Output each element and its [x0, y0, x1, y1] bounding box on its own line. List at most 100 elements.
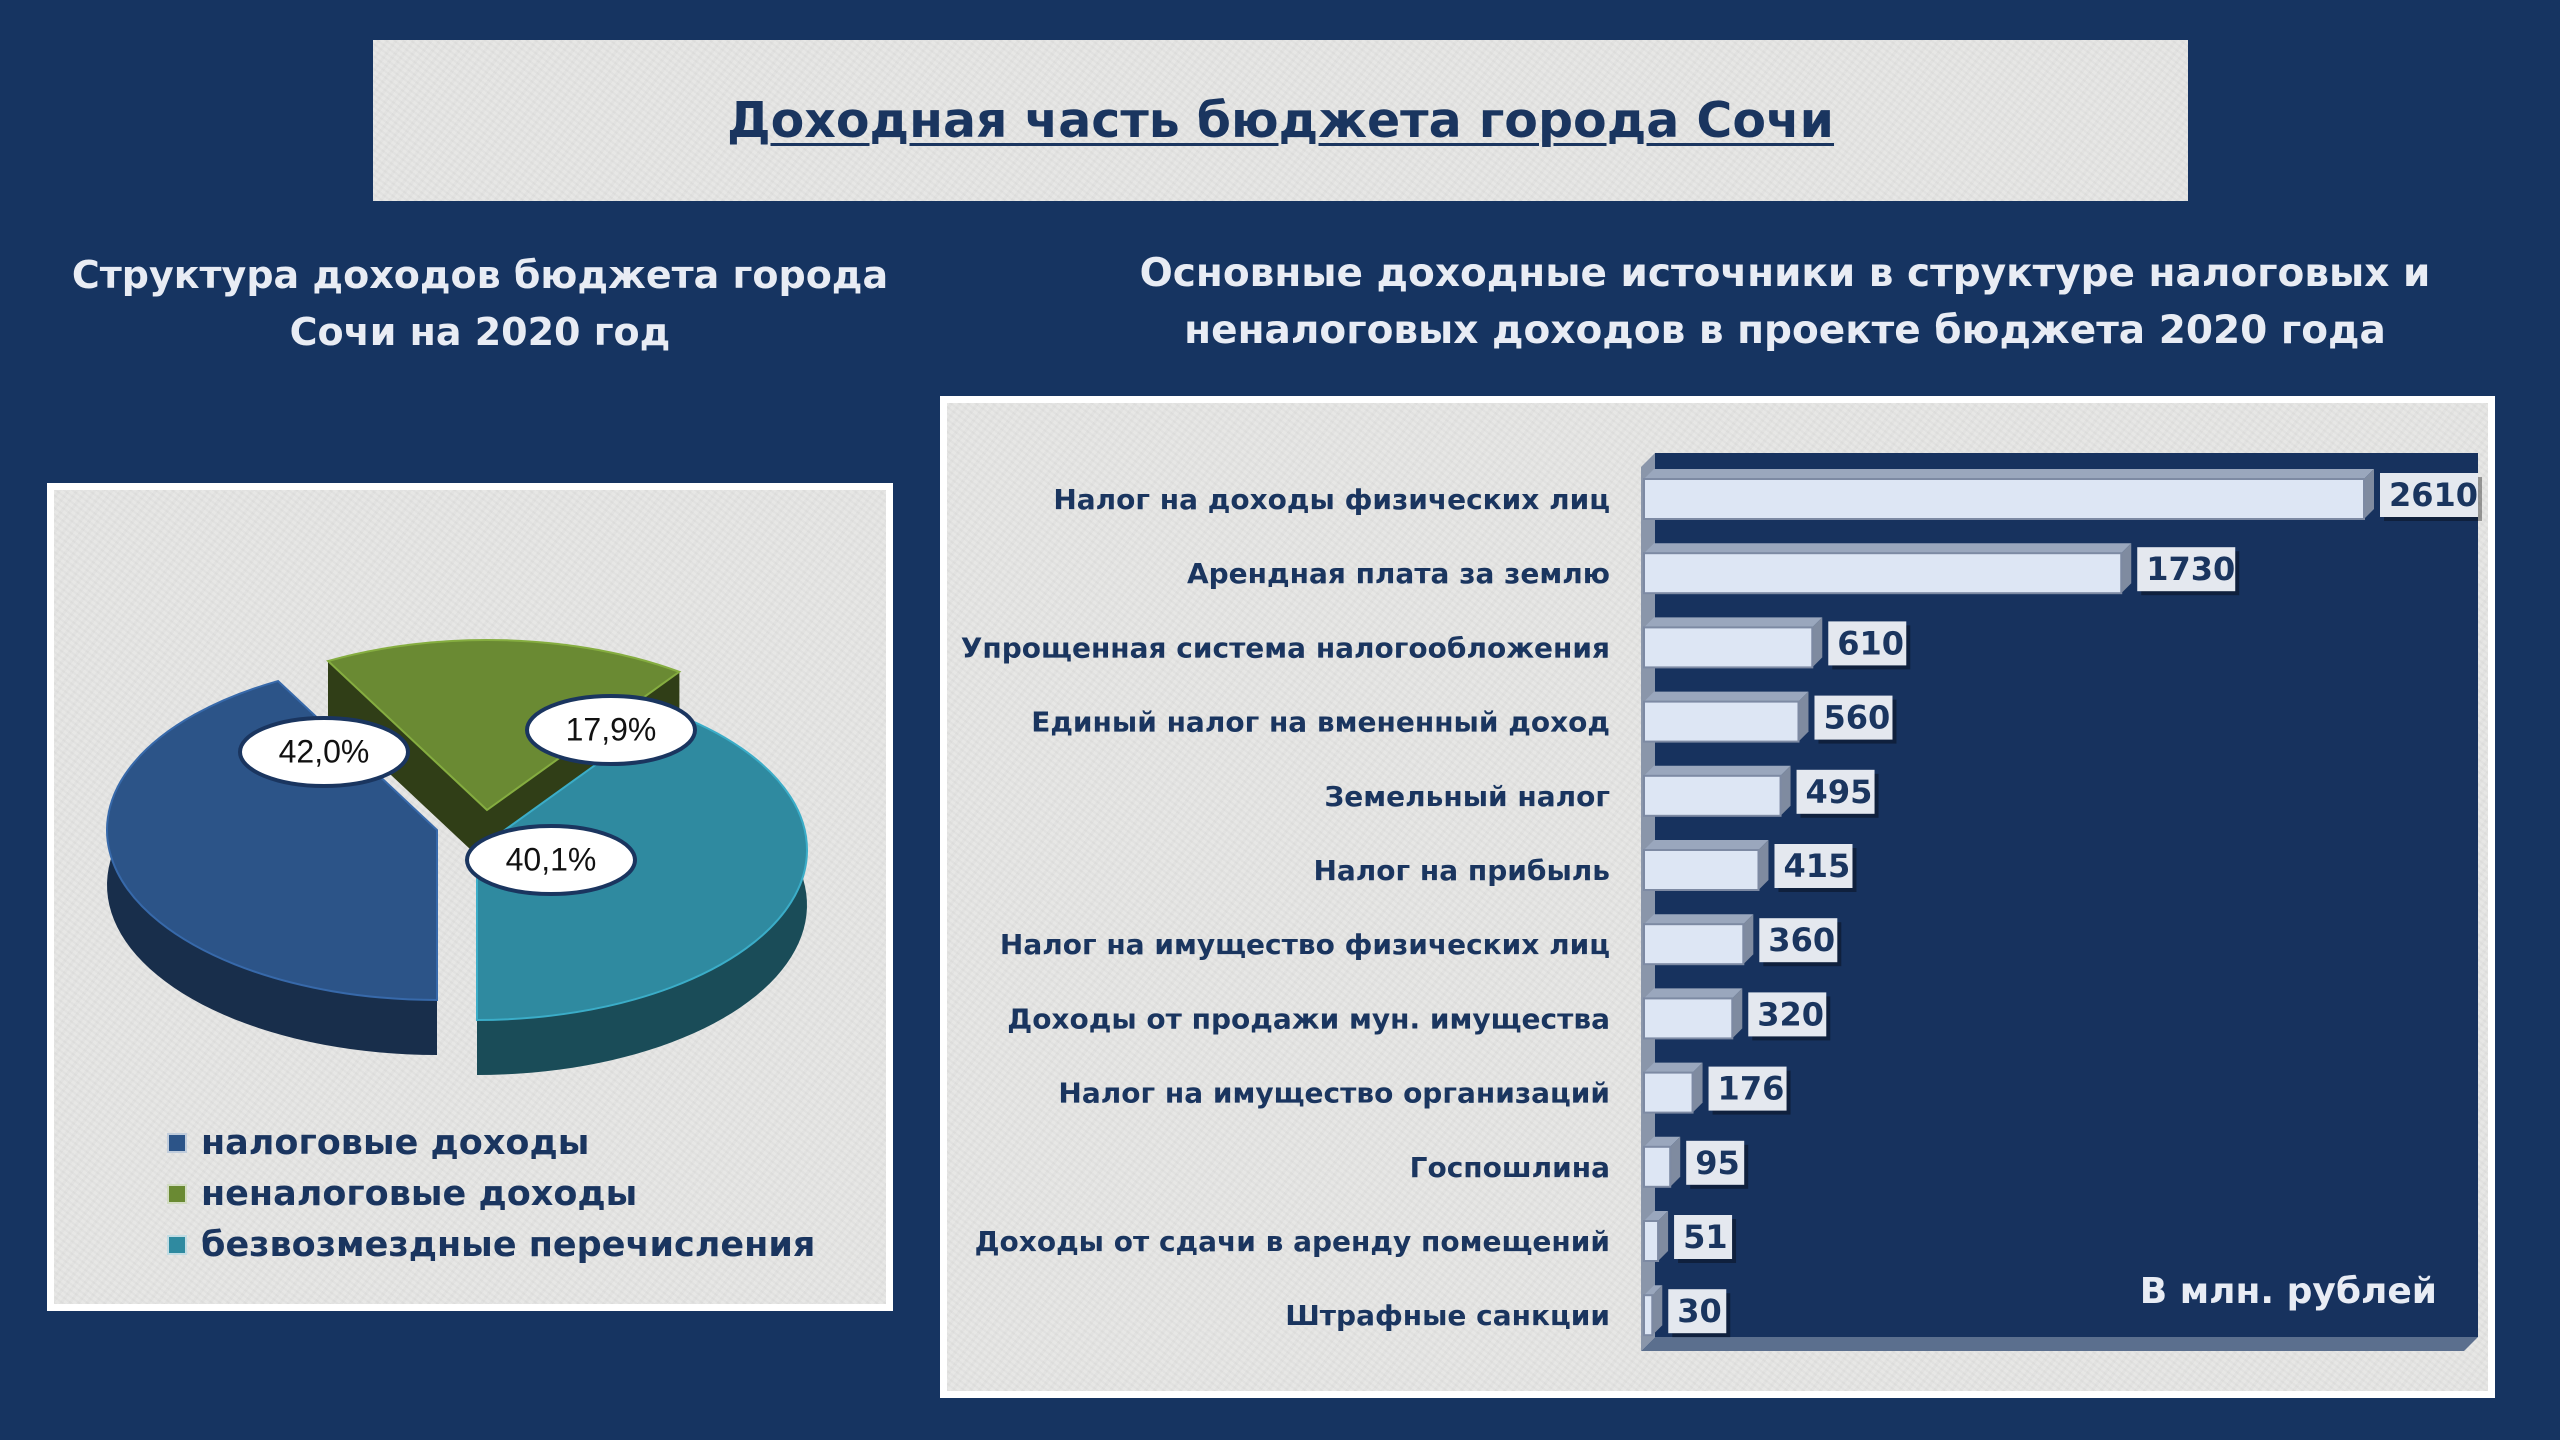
value-label-4: 560 [1823, 699, 1890, 737]
bar-3 [1643, 626, 1814, 669]
bar-3-side [1812, 617, 1823, 668]
bar-11 [1643, 1220, 1660, 1262]
legend-item-безвозмездные-перечисления: безвозмездные перечисления [167, 1219, 815, 1270]
bar-2-top [1644, 543, 2132, 554]
pie-label-bubble-неналоговые-доходы [525, 694, 697, 766]
bar-12-side [1652, 1285, 1663, 1336]
value-label-box-7 [1759, 918, 1838, 963]
category-label-11: Доходы от сдачи в аренду помещений [975, 1225, 1610, 1258]
bar-6-side [1758, 840, 1769, 890]
value-label-box-12 [1668, 1289, 1727, 1334]
value-label-6: 415 [1783, 847, 1850, 885]
category-label-6: Налог на прибыль [1313, 854, 1610, 887]
title-banner: Доходная часть бюджета города Сочи [373, 40, 2188, 201]
pie-chart: 42,0% 17,9% 40,1% [106, 639, 808, 1075]
value-label-box-11 [1674, 1215, 1733, 1259]
bar-8 [1643, 997, 1734, 1040]
bar-10 [1643, 1145, 1672, 1188]
bar-12 [1643, 1294, 1654, 1337]
pie-chart-panel: 42,0% 17,9% 40,1% налоговые доходы неналого… [47, 483, 893, 1311]
value-label-12: 30 [1677, 1292, 1722, 1330]
legend-swatch-неналоговые-доходы [167, 1183, 187, 1204]
bar-section-title-line-2: неналоговых доходов в проекте бюджета 20… [1184, 308, 2386, 353]
pie-section-title: Структура доходов бюджета города Сочи на… [60, 247, 900, 361]
pie-slice-side-налоговые-доходы [107, 681, 437, 1055]
legend-swatch-налоговые-доходы [167, 1132, 187, 1153]
pie-slice-wall-неналоговые-доходы-0 [328, 661, 487, 865]
category-label-7: Налог на имущество физических лиц [1000, 928, 1610, 961]
value-label-9: 176 [1718, 1070, 1785, 1108]
category-label-2: Арендная плата за землю [1187, 557, 1610, 590]
bar-8-side [1732, 988, 1743, 1039]
bar-7-top [1644, 914, 1754, 925]
pie-label-bubble-безвозмездные-перечисления [465, 824, 637, 896]
pie-slice-безвозмездные-перечисления [476, 710, 808, 1022]
value-label-7: 360 [1768, 921, 1835, 959]
bar-plot-wall [1641, 453, 1655, 1351]
bar-4 [1643, 700, 1800, 743]
bar-5 [1643, 774, 1782, 817]
value-label-box-9 [1708, 1066, 1787, 1111]
category-label-8: Доходы от продажи мун. имущества [1007, 1002, 1610, 1035]
bar-7-side [1743, 914, 1754, 965]
bar-1-top [1644, 469, 2374, 479]
value-label-box-4 [1814, 695, 1893, 740]
bar-8-top [1644, 988, 1743, 999]
bar-chart-panel: Налог на доходы физических лиц 2610 Арендн… [940, 396, 2495, 1398]
bar-9-top [1644, 1062, 1703, 1073]
pie-legend: налоговые доходы неналоговые доходы безвоз… [167, 1117, 815, 1270]
pie-slice-неналоговые-доходы [326, 639, 682, 812]
bar-6 [1643, 849, 1760, 891]
legend-label-налоговые-доходы: налоговые доходы [201, 1122, 590, 1163]
bar-1 [1643, 478, 2365, 520]
bar-plot-area [1655, 453, 2478, 1337]
value-label-box-3 [1828, 621, 1907, 666]
bar-5-side [1780, 765, 1791, 816]
category-label-9: Налог на имущество организаций [1058, 1077, 1610, 1110]
bar-9 [1643, 1071, 1694, 1114]
value-label-8: 320 [1757, 995, 1824, 1033]
category-label-5: Земельный налог [1324, 780, 1610, 813]
value-label-box-8 [1748, 992, 1827, 1037]
value-label-box-6 [1774, 844, 1853, 888]
bar-2-side [2121, 543, 2132, 594]
category-label-10: Госпошлина [1410, 1151, 1610, 1184]
bar-section-title-line-1: Основные доходные источники в структуре … [1139, 251, 2431, 296]
bar-10-side [1670, 1136, 1681, 1187]
bar-12-top [1644, 1285, 1663, 1296]
category-label-1: Налог на доходы физических лиц [1053, 483, 1610, 516]
legend-swatch-безвозмездные-перечисления [167, 1234, 187, 1255]
pie-section-title-line-1: Структура доходов бюджета города [71, 253, 889, 297]
bar-4-top [1644, 691, 1809, 702]
bar-11-side [1658, 1211, 1669, 1261]
value-label-box-1 [2380, 473, 2478, 517]
bar-plot-floor [1641, 1337, 2478, 1351]
bar-4-side [1798, 691, 1809, 742]
bar-6-top [1644, 840, 1769, 850]
bar-7 [1643, 923, 1745, 966]
bar-3-top [1644, 617, 1823, 628]
pie-data-label-безвозмездные-перечисления: 40,1% [506, 841, 597, 877]
legend-item-неналоговые-доходы: неналоговые доходы [167, 1168, 815, 1219]
category-label-4: Единый налог на вмененный доход [1031, 706, 1610, 739]
pie-data-label-неналоговые-доходы: 17,9% [566, 711, 657, 747]
category-label-12: Штрафные санкции [1285, 1299, 1610, 1332]
value-label-box-10 [1686, 1140, 1745, 1185]
value-label-10: 95 [1695, 1144, 1740, 1182]
bar-11-top [1644, 1211, 1669, 1221]
legend-label-неналоговые-доходы: неналоговые доходы [201, 1173, 638, 1214]
value-label-2: 1730 [2146, 550, 2235, 588]
value-label-1: 2610 [2389, 476, 2478, 514]
page-title: Доходная часть бюджета города Сочи [726, 92, 1835, 149]
bar-9-side [1692, 1062, 1703, 1113]
bar-section-title: Основные доходные источники в структуре … [1110, 245, 2460, 359]
value-label-11: 51 [1683, 1218, 1728, 1256]
value-label-3: 610 [1837, 624, 1904, 662]
value-label-5: 495 [1806, 773, 1873, 811]
pie-slice-side-безвозмездные-перечисления [477, 711, 807, 1075]
category-label-3: Упрощенная система налогообложения [961, 631, 1610, 664]
bar-1-side [2364, 469, 2374, 519]
legend-label-безвозмездные-перечисления: безвозмездные перечисления [201, 1224, 816, 1265]
value-label-box-2 [2137, 547, 2236, 592]
bar-10-top [1644, 1136, 1681, 1147]
